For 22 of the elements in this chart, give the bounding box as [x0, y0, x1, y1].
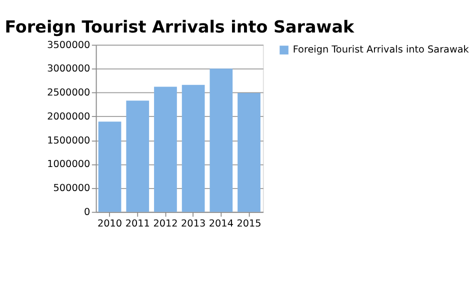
bar — [210, 68, 233, 212]
legend-label: Foreign Tourist Arrivals into Sarawak — [292, 44, 470, 56]
y-tick-label: 500000 — [53, 183, 90, 194]
bar — [182, 84, 205, 212]
x-tick-label: 2010 — [97, 218, 122, 230]
y-tick-label: 1000000 — [47, 159, 90, 170]
y-tick-label: 1500000 — [47, 135, 90, 146]
x-tick-label: 2012 — [153, 218, 178, 230]
y-tick-label: 3000000 — [47, 64, 90, 75]
y-tick-label: 2000000 — [47, 111, 90, 122]
bar — [154, 86, 177, 212]
x-tick-label: 2011 — [125, 218, 150, 230]
y-tick-label: 3500000 — [47, 40, 90, 51]
x-tick-label: 2013 — [181, 218, 206, 230]
bar — [126, 100, 150, 212]
y-tick-label: 0 — [84, 206, 90, 218]
x-tick-label: 2014 — [208, 218, 234, 230]
bar — [238, 93, 260, 212]
chart-title: Foreign Tourist Arrivals into Sarawak — [4, 16, 355, 36]
y-tick-label: 2500000 — [47, 88, 90, 99]
bar — [98, 122, 122, 212]
x-tick-label: 2015 — [236, 218, 262, 230]
